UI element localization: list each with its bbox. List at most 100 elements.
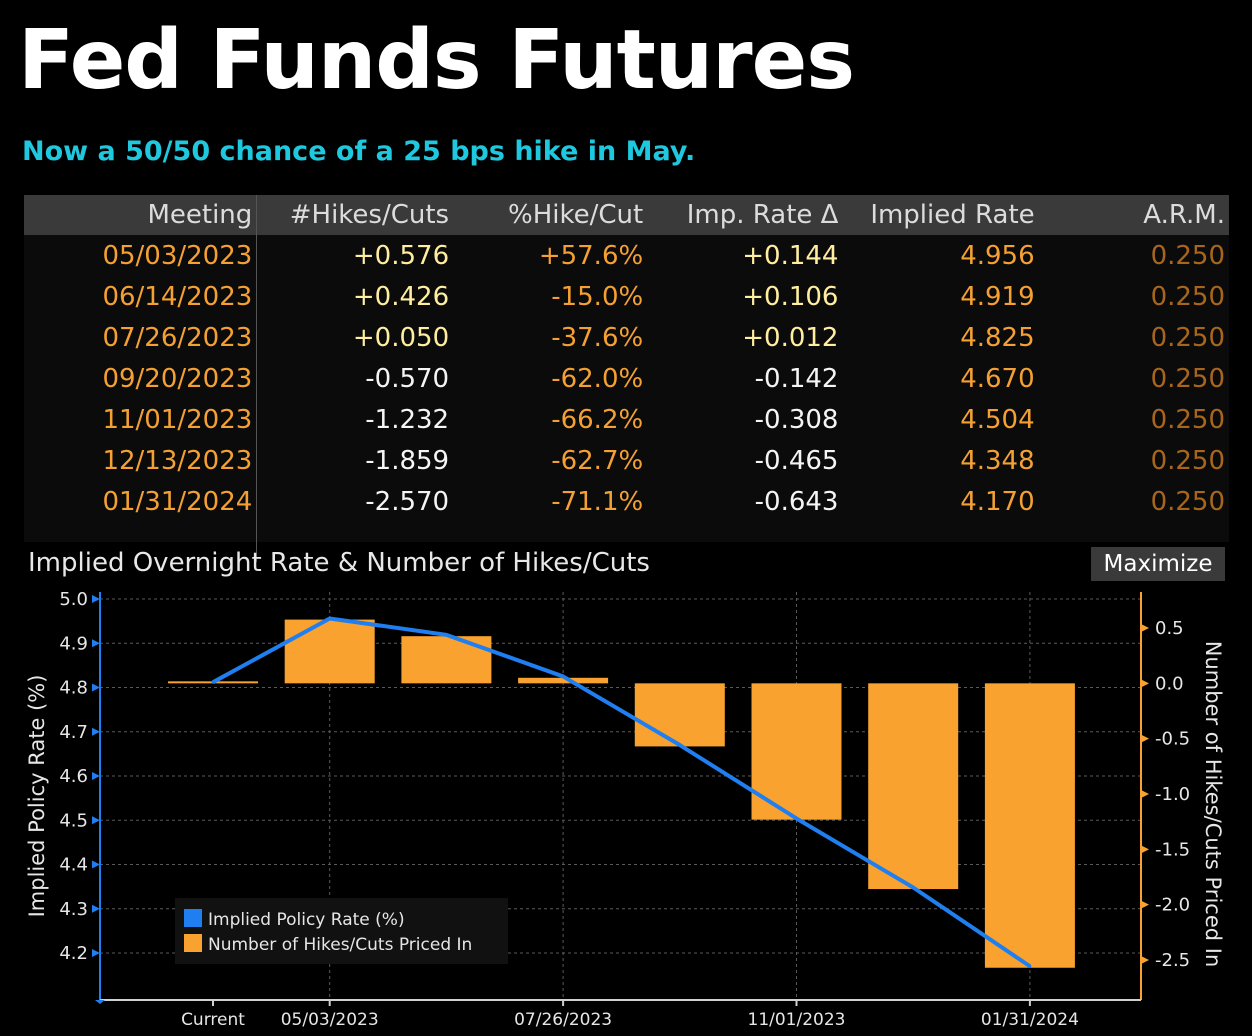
left-tick <box>92 949 100 957</box>
line-series <box>212 616 1032 968</box>
cell-hikes: -0.570 <box>365 363 450 394</box>
left-tick-label: 4.9 <box>59 633 88 654</box>
cell-meeting: 01/31/2024 <box>24 481 258 522</box>
cell-pct: -62.7% <box>551 445 644 476</box>
legend-label-line: Implied Policy Rate (%) <box>208 910 405 930</box>
bar-mark <box>868 683 959 890</box>
cell-arm: 0.250 <box>1150 281 1225 312</box>
cell-delta: +0.144 <box>742 240 839 271</box>
maximize-button[interactable]: Maximize <box>1091 547 1225 581</box>
cell-arm: 0.250 <box>1150 404 1225 435</box>
cell-hikes: +0.050 <box>352 322 450 353</box>
left-tick <box>92 727 100 736</box>
cell-meeting: 05/03/2023 <box>24 235 258 276</box>
cell-hikes: -1.859 <box>365 445 450 476</box>
legend-swatch-line <box>184 909 202 927</box>
col-meeting[interactable]: Meeting <box>24 195 258 235</box>
left-tick <box>92 683 100 692</box>
right-tick <box>1141 790 1149 798</box>
cell-meeting: 12/13/2023 <box>24 440 258 481</box>
line-point <box>911 886 915 890</box>
chart-title: Implied Overnight Rate & Number of Hikes… <box>28 548 650 578</box>
bar-mark <box>751 683 842 820</box>
table-row[interactable]: 09/20/2023 -0.570 -62.0% -0.142 4.670 0.… <box>24 358 1229 399</box>
page-title: Fed Funds Futures <box>18 13 855 108</box>
cell-arm: 0.250 <box>1150 445 1225 476</box>
cell-pct: -37.6% <box>551 322 644 353</box>
filler-cell <box>24 522 258 562</box>
bar-mark <box>518 677 609 684</box>
line-point <box>678 743 682 747</box>
left-tick <box>92 860 100 869</box>
table-row[interactable]: 05/03/2023 +0.576 +57.6% +0.144 4.956 0.… <box>24 235 1229 276</box>
col-pct-hike-cut[interactable]: %Hike/Cut <box>453 195 648 235</box>
cell-delta: +0.106 <box>742 281 839 312</box>
cell-rate: 4.956 <box>960 240 1035 271</box>
left-tick-label: 4.3 <box>59 899 88 920</box>
col-arm[interactable]: A.R.M. <box>1038 195 1229 235</box>
cell-hikes: -1.232 <box>365 404 450 435</box>
cell-pct: +57.6% <box>538 240 644 271</box>
bar-mark <box>634 683 725 747</box>
left-tick-label: 4.5 <box>59 810 88 831</box>
left-tick <box>92 904 100 913</box>
legend-box <box>175 898 508 964</box>
right-tick-label: -1.0 <box>1155 784 1190 805</box>
cell-arm: 0.250 <box>1150 363 1225 394</box>
col-implied-rate[interactable]: Implied Rate <box>842 195 1039 235</box>
right-tick <box>1141 734 1149 743</box>
cell-arm: 0.250 <box>1150 322 1225 353</box>
table-row[interactable]: 07/26/2023 +0.050 -37.6% +0.012 4.825 0.… <box>24 317 1229 358</box>
left-tick-label: 4.2 <box>59 943 88 964</box>
table-filler-row <box>24 522 1229 562</box>
line-point <box>211 680 215 684</box>
cell-delta: +0.012 <box>742 322 839 353</box>
left-tick-label: 4.8 <box>59 678 88 699</box>
table-row[interactable]: 01/31/2024 -2.570 -71.1% -0.643 4.170 0.… <box>24 481 1229 522</box>
right-tick-label: -1.5 <box>1155 839 1190 860</box>
table-row[interactable]: 12/13/2023 -1.859 -62.7% -0.465 4.348 0.… <box>24 440 1229 481</box>
right-tick <box>1141 679 1149 688</box>
cell-delta: -0.643 <box>754 486 839 517</box>
left-tick-label: 5.0 <box>59 589 88 610</box>
left-tick <box>92 816 100 825</box>
cell-pct: -66.2% <box>551 404 644 435</box>
table-row[interactable]: 11/01/2023 -1.232 -66.2% -0.308 4.504 0.… <box>24 399 1229 440</box>
right-tick-label: 0.0 <box>1155 673 1184 694</box>
col-hikes-cuts[interactable]: #Hikes/Cuts <box>256 195 454 235</box>
right-tick-label: -2.5 <box>1155 950 1190 971</box>
cell-delta: -0.142 <box>754 363 839 394</box>
cell-hikes: -2.570 <box>365 486 450 517</box>
right-tick-label: 0.5 <box>1155 618 1184 639</box>
cell-rate: 4.348 <box>960 445 1035 476</box>
cell-rate: 4.825 <box>960 322 1035 353</box>
cell-meeting: 07/26/2023 <box>24 317 258 358</box>
right-axis-title: Number of Hikes/Cuts Priced In <box>1201 641 1225 967</box>
line-point <box>1028 964 1032 968</box>
cell-hikes: +0.426 <box>352 281 450 312</box>
col-imp-rate-delta[interactable]: Imp. Rate Δ <box>647 195 843 235</box>
cell-delta: -0.465 <box>754 445 839 476</box>
left-tick-label: 4.4 <box>59 855 88 876</box>
x-tick-label: 01/31/2024 <box>981 1010 1079 1030</box>
left-tick <box>92 639 100 648</box>
left-axis-title: Implied Policy Rate (%) <box>25 675 49 918</box>
bar-mark <box>984 683 1075 968</box>
table-row[interactable]: 06/14/2023 +0.426 -15.0% +0.106 4.919 0.… <box>24 276 1229 317</box>
cell-meeting: 06/14/2023 <box>24 276 258 317</box>
cell-rate: 4.919 <box>960 281 1035 312</box>
line-point <box>444 633 448 637</box>
cell-pct: -71.1% <box>551 486 644 517</box>
cell-rate: 4.170 <box>960 486 1035 517</box>
x-tick-label: 05/03/2023 <box>281 1010 379 1030</box>
line-point <box>795 816 798 820</box>
cell-rate: 4.670 <box>960 363 1035 394</box>
left-tick-label: 4.7 <box>59 722 88 743</box>
right-tick-label: -0.5 <box>1155 729 1190 750</box>
cell-delta: -0.308 <box>754 404 839 435</box>
left-tick-label: 4.6 <box>59 766 88 787</box>
cell-meeting: 09/20/2023 <box>24 358 258 399</box>
left-tick <box>92 595 100 603</box>
page-subtitle: Now a 50/50 chance of a 25 bps hike in M… <box>22 136 696 167</box>
table-header-row: Meeting #Hikes/Cuts %Hike/Cut Imp. Rate … <box>24 195 1229 235</box>
